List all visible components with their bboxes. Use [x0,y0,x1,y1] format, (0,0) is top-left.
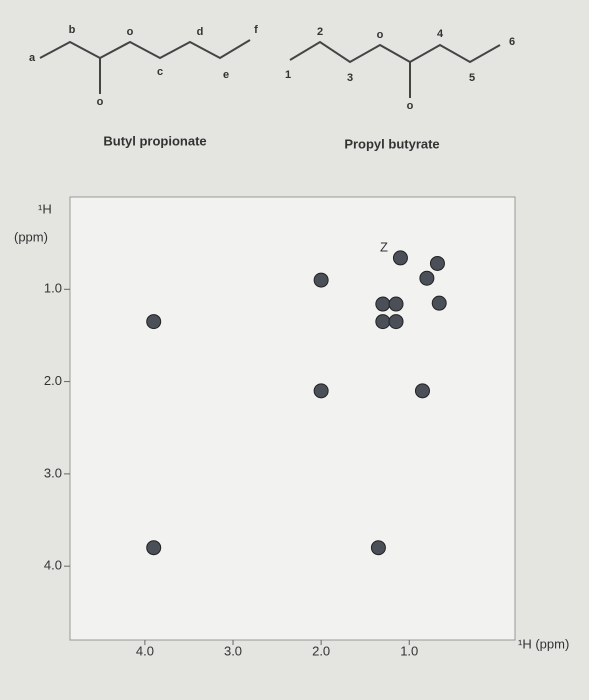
x-tick-label: 2.0 [312,643,330,658]
atom-label: o [407,100,414,112]
atom-label: o [97,96,104,108]
structure-name: Propyl butyrate [344,136,439,151]
y-axis-label: ¹H [38,201,52,216]
cross-peak [388,296,404,312]
atom-label: f [254,24,258,36]
molecule-bonds [39,39,251,60]
cross-peak [375,296,391,312]
cross-peak [375,314,391,330]
cross-peak [313,383,329,399]
cross-peak [370,540,386,556]
y-tick-label: 4.0 [44,558,62,573]
x-tick-label: 1.0 [400,643,418,658]
y-tick-label: 2.0 [44,373,62,388]
atom-label: d [197,26,204,38]
x-axis-label: ¹H (ppm) [518,636,569,651]
cross-peak [419,270,435,286]
cross-peak [146,314,162,330]
atom-label: o [127,26,134,38]
atom-label: a [29,52,36,64]
molecule-bonds [289,40,501,64]
cross-peak [313,272,329,288]
atom-label: e [223,69,229,81]
atom-label: b [69,24,76,36]
structure-name: Butyl propionate [103,133,206,148]
cross-peak [414,383,430,399]
cross-peak [392,250,408,266]
x-tick-label: 4.0 [136,643,154,658]
atom-label: c [157,66,163,78]
y-tick-label: 3.0 [44,465,62,480]
cross-peak [388,314,404,330]
cross-peak [146,540,162,556]
atom-label: 2 [317,26,323,38]
atom-label: o [377,29,384,41]
cross-peak [429,255,445,271]
atom-label: 1 [285,69,291,81]
y-tick-label: 1.0 [44,281,62,296]
annotation: Z [380,239,388,254]
cross-peak [431,295,447,311]
atom-label: 5 [469,72,475,84]
x-tick-label: 3.0 [224,643,242,658]
atom-label: 6 [509,36,515,48]
atom-label: 3 [347,72,353,84]
atom-label: 4 [437,28,444,40]
y-axis-label: (ppm) [14,229,48,244]
plot-area [69,196,516,641]
